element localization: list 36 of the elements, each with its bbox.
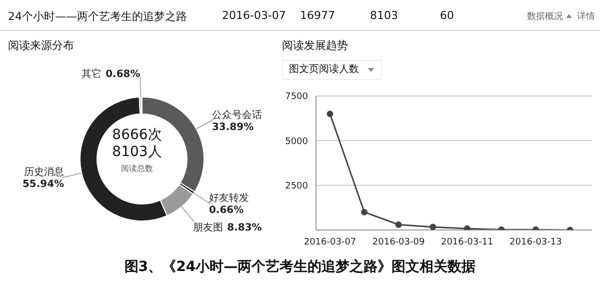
point [326,110,334,118]
y-tick-label: 2500 [285,182,308,192]
slice-label: 公众号会话 [212,109,262,122]
slice-label: 历史消息 [24,166,64,178]
x-tick-label: 2016-03-13 [510,237,562,248]
text: 8103人 [111,143,163,161]
data-label: 0.66% [208,204,244,216]
slice-label: 其它 [82,68,102,80]
data-label: 55.94% [22,179,64,190]
y-tick-label: 5000 [285,136,308,147]
data-label: 33.89% [212,122,254,134]
y-axis-title: 图文页阅读人数 [282,60,382,80]
data-label: 0.68% [106,69,140,80]
chart-title: 阅读发展趋势 [282,38,348,53]
y-tick-label: 7500 [285,92,308,102]
chart-title: 阅读来源分布 [8,38,74,53]
text: 16977 [300,9,335,22]
x-tick-label: 2016-03-07 [304,237,356,248]
point [395,221,402,228]
point [464,225,470,230]
point [361,208,368,216]
slice-label: 朋友图 [193,222,224,234]
text: 2016-03-07 [222,9,286,22]
text: 8103 [370,9,398,22]
text: 60 [440,9,454,22]
text: 8666次 [111,126,163,144]
text: 数据概况 [527,10,563,23]
text: 24个小时——两个艺考生的追梦之路 [8,9,187,24]
text: 图3、《24小时—两个艺考生的追梦之路》图文相关数据 [123,258,477,276]
data-label: 8.83% [227,222,262,234]
x-tick-label: 2016-03-11 [440,237,494,248]
text: 阅读总数 [120,163,154,174]
x-tick-label: 2016-03-09 [372,237,425,248]
slice-label: 好友转发 [208,192,249,204]
point [430,224,436,230]
text: 详情 [577,10,595,23]
